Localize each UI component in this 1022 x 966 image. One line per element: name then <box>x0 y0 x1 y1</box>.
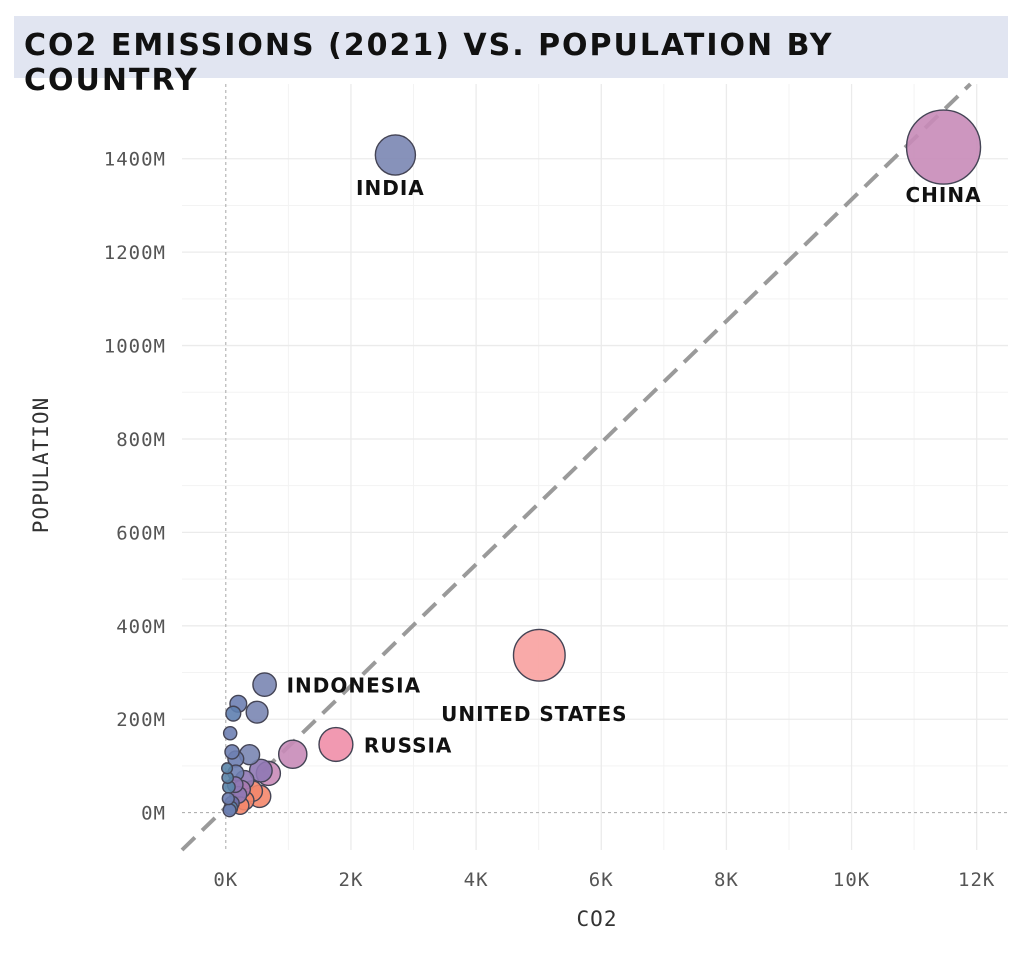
data-point <box>374 134 417 176</box>
data-points <box>220 109 982 818</box>
y-tick-label: 200M <box>116 709 166 731</box>
y-tick-label: 1000M <box>104 336 166 358</box>
gridlines <box>182 84 1008 850</box>
reference-line <box>180 82 972 852</box>
data-point <box>245 700 269 724</box>
data-point <box>222 725 238 741</box>
x-tick-label: 12K <box>958 869 995 891</box>
title-bar: CO2 EMISSIONS (2021) VS. POPULATION BY C… <box>14 16 1008 98</box>
x-tick-label: 10K <box>833 869 870 891</box>
data-point <box>512 628 566 682</box>
y-tick-label: 600M <box>116 522 166 544</box>
y-tick-label: 400M <box>116 616 166 638</box>
chart-title: CO2 EMISSIONS (2021) VS. POPULATION BY C… <box>24 28 834 98</box>
x-tick-label: 4K <box>464 869 489 891</box>
data-point <box>222 803 237 818</box>
x-axis-label: CO2 <box>577 907 618 931</box>
data-point <box>248 758 273 783</box>
y-tick-label: 1200M <box>104 242 166 264</box>
data-point <box>905 109 982 185</box>
data-point <box>225 705 242 722</box>
point-label: INDIA <box>356 176 425 200</box>
data-point <box>277 739 308 770</box>
zero-lines <box>182 84 1008 850</box>
data-point <box>318 726 354 763</box>
x-tick-label: 2K <box>339 869 364 891</box>
x-tick-label: 6K <box>589 869 614 891</box>
x-tick-label: 0K <box>213 869 238 891</box>
point-label: RUSSIA <box>364 733 452 757</box>
point-annotations: CHINA INDIA UNITED STATES RUSSIA INDONESIA <box>287 176 982 757</box>
x-tick-label: 8K <box>714 869 739 891</box>
y-tick-label: 800M <box>116 429 166 451</box>
tick-labels: 0K 2K 4K 6K 8K 10K 12K 0M 200M 400M 600M 800M 1000M 1… <box>104 149 995 891</box>
y-axis-label: POPULATION <box>29 397 53 533</box>
y-tick-label: 1400M <box>104 149 166 171</box>
point-label: INDONESIA <box>287 674 422 698</box>
data-point <box>252 672 277 698</box>
data-point <box>224 744 240 760</box>
data-point <box>220 762 234 775</box>
point-label: UNITED STATES <box>441 702 627 726</box>
dashed-trend-line <box>180 82 972 852</box>
y-tick-label: 0M <box>141 803 166 825</box>
point-label: CHINA <box>906 183 982 207</box>
data-point <box>221 791 235 806</box>
